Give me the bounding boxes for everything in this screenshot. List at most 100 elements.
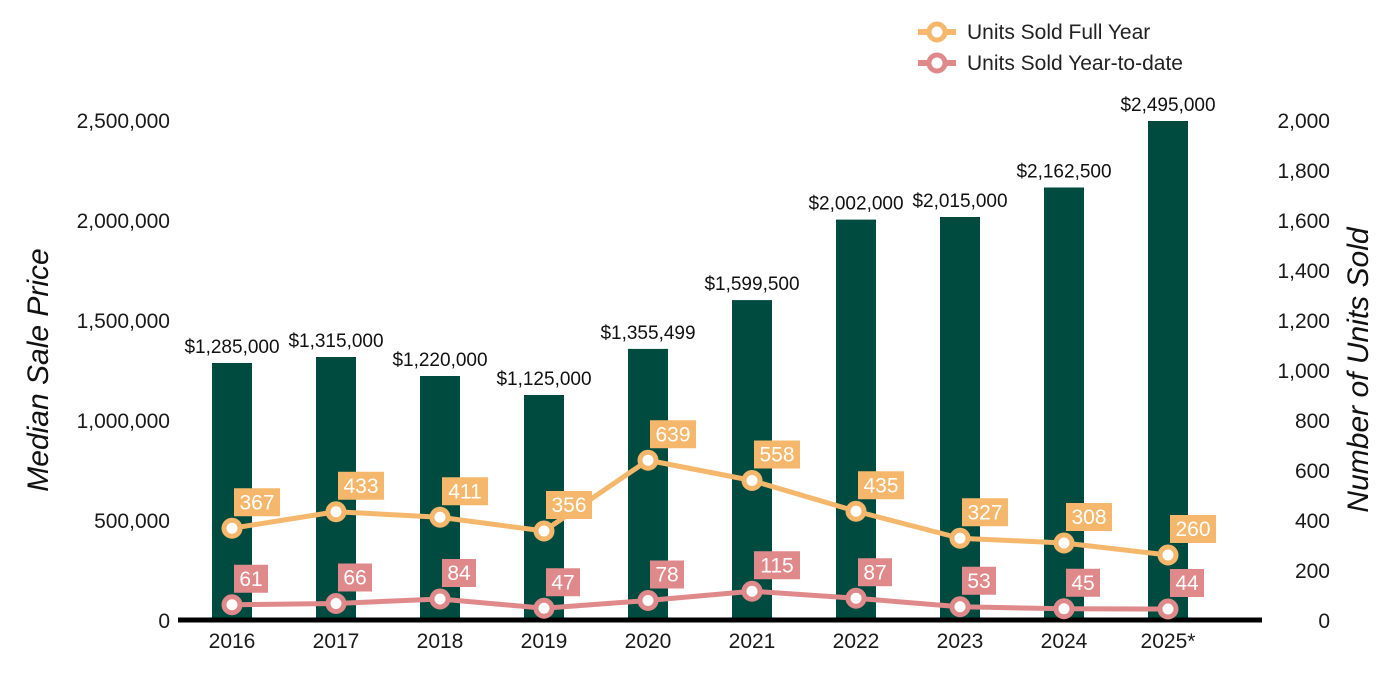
legend: Units Sold Full Year Units Sold Year-to-…	[918, 21, 1183, 75]
legend-full-year-label: Units Sold Full Year	[967, 21, 1150, 44]
x-tick-label: 2023	[937, 630, 984, 653]
price-bar-label: $1,599,500	[704, 274, 799, 295]
marker-ytd	[1157, 598, 1179, 620]
point-label-ytd: 87	[863, 561, 886, 584]
marker-ytd	[533, 597, 555, 619]
point-label-full-year: 639	[655, 423, 690, 446]
x-tick-label: 2018	[417, 630, 464, 653]
point-label-bg-ytd	[234, 564, 268, 593]
price-bar-label: $2,495,000	[1120, 95, 1215, 116]
point-label-ytd: 66	[343, 567, 366, 590]
point-label-bg-ytd	[1066, 568, 1100, 597]
y2-tick-label: 400	[1295, 510, 1330, 533]
marker-full-year	[533, 520, 555, 542]
price-bar-label: $1,315,000	[288, 331, 383, 352]
point-label-bg-ytd	[754, 551, 800, 580]
price-bar	[1044, 187, 1084, 620]
y2-tick-label: 1,800	[1277, 160, 1330, 183]
legend-ytd-marker	[926, 52, 948, 74]
marker-full-year	[325, 501, 347, 523]
y-tick-label: 2,500,000	[77, 110, 170, 133]
point-label-full-year: 356	[551, 494, 586, 517]
price-bar-label: $1,355,499	[600, 323, 695, 344]
point-label-bg-full-year	[234, 488, 280, 517]
y2-tick-label: 600	[1295, 460, 1330, 483]
point-label-ytd: 45	[1071, 572, 1094, 595]
marker-ytd	[429, 588, 451, 610]
marker-full-year	[1157, 544, 1179, 566]
marker-full-year	[741, 470, 763, 491]
y-tick-label: 2,000,000	[77, 210, 170, 233]
point-label-bg-full-year	[546, 491, 592, 519]
point-label-bg-ytd	[338, 563, 372, 592]
point-label-bg-full-year	[858, 471, 904, 500]
legend-item-ytd: Units Sold Year-to-date	[918, 52, 1183, 75]
y2-tick-label: 2,000	[1277, 110, 1330, 133]
marker-full-year	[429, 506, 451, 528]
lines-layer: 367 433 411 356 639 558 435 327 308 260 61 66 84 47 78…	[221, 420, 1216, 620]
marker-full-year	[637, 449, 659, 471]
y2-tick-label: 1,200	[1277, 310, 1330, 333]
y-axis-left: 0 500,000 1,000,000 1,500,000 2,000,000 2,500…	[77, 110, 170, 633]
marker-full-year	[1053, 532, 1075, 554]
point-label-full-year: 260	[1175, 518, 1210, 541]
point-label-bg-ytd	[962, 566, 996, 595]
point-label-bg-full-year	[338, 471, 384, 500]
line-ytd	[231, 588, 1169, 612]
x-axis: 2016 2017 2018 2019 2020 2021 2022 2023 2024 2025…	[209, 630, 1196, 653]
y-tick-label: 1,500,000	[77, 310, 170, 333]
y2-tick-label: 1,600	[1277, 210, 1330, 233]
price-bar-label: $2,015,000	[912, 191, 1007, 212]
marker-full-year	[845, 500, 867, 522]
point-label-full-year: 411	[448, 480, 481, 503]
y-axis-title: Median Sale Price	[22, 248, 55, 491]
x-tick-label: 2017	[313, 630, 360, 653]
y2-tick-label: 0	[1318, 610, 1330, 633]
point-label-full-year: 558	[759, 444, 794, 467]
marker-ytd	[325, 593, 347, 614]
y-tick-label: 1,000,000	[77, 410, 170, 433]
y-tick-label: 500,000	[94, 510, 170, 533]
marker-ytd	[637, 590, 659, 611]
y2-tick-label: 1,000	[1277, 360, 1330, 383]
marker-ytd	[741, 580, 763, 602]
marker-full-year	[949, 527, 971, 549]
point-label-bg-ytd	[442, 559, 476, 587]
point-label-ytd: 44	[1175, 572, 1199, 595]
price-bar-label: $1,125,000	[496, 369, 591, 390]
price-bar-label: $2,002,000	[808, 194, 903, 215]
point-label-bg-full-year	[962, 498, 1008, 527]
marker-ytd	[221, 594, 243, 616]
x-tick-label: 2021	[729, 630, 776, 653]
marker-ytd	[845, 587, 867, 609]
x-tick-label: 2022	[833, 630, 880, 653]
point-label-full-year: 433	[343, 475, 378, 498]
line-full-year	[231, 457, 1169, 558]
point-label-bg-full-year	[1170, 515, 1216, 543]
point-label-bg-full-year	[650, 420, 696, 449]
point-label-ytd: 78	[655, 564, 678, 587]
x-tick-label: 2019	[521, 630, 568, 653]
bar-labels-layer: $1,285,000 $1,315,000 $1,220,000 $1,125,000…	[184, 95, 1215, 390]
point-label-full-year: 327	[967, 501, 1002, 524]
y2-tick-label: 1,400	[1277, 260, 1330, 283]
price-bar-label: $1,285,000	[184, 337, 279, 358]
legend-item-full-year: Units Sold Full Year	[918, 21, 1150, 44]
marker-ytd	[949, 596, 971, 618]
price-bar-label: $2,162,500	[1016, 162, 1111, 183]
point-label-ytd: 115	[760, 554, 793, 577]
point-label-full-year: 308	[1071, 506, 1106, 529]
y-tick-label: 0	[158, 610, 170, 633]
point-label-bg-full-year	[1066, 503, 1112, 531]
price-bar	[940, 217, 980, 620]
y-axis-right: 0 200 400 600 800 1,000 1,200 1,400 1,600 1,800 2,…	[1277, 110, 1330, 633]
point-label-bg-ytd	[650, 560, 684, 589]
point-label-bg-full-year	[442, 477, 488, 506]
y2-tick-label: 800	[1295, 410, 1330, 433]
bars-layer	[212, 121, 1188, 620]
point-label-bg-ytd	[1170, 569, 1204, 597]
point-label-ytd: 53	[967, 570, 990, 593]
price-bar-label: $1,220,000	[392, 350, 487, 371]
y2-axis-title: Number of Units Sold	[1342, 226, 1375, 512]
